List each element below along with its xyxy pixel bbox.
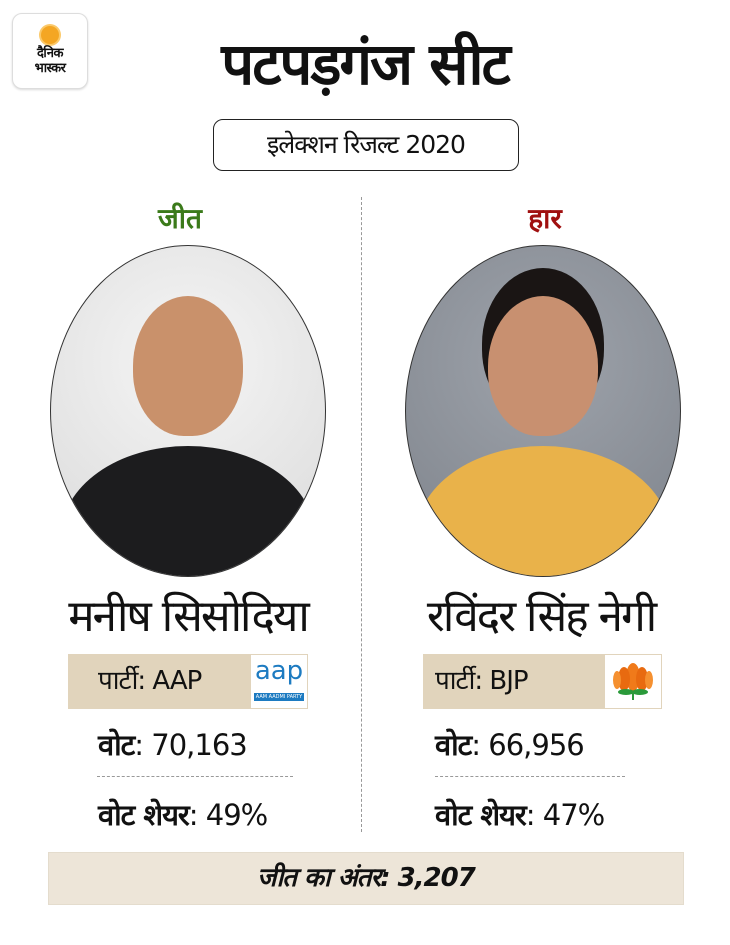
loser-shirt [416, 446, 670, 576]
logo-text-line1: दैनिक [37, 46, 63, 61]
loser-name: रविंदर सिंह नेगी [426, 591, 657, 642]
logo-text-line2: भास्कर [34, 61, 66, 76]
loser-party-box: पार्टी: BJP [423, 654, 662, 709]
dainik-bhaskar-logo: दैनिक भास्कर [12, 13, 88, 89]
loser-votes: वोट: 66,956 [435, 725, 585, 764]
share-label: वोट शेयर [98, 798, 190, 832]
aap-logo: aap AAM AADMI PARTY [250, 654, 308, 709]
share-value: : 49% [188, 798, 268, 832]
victory-margin: जीत का अंतर: 3,207 [48, 852, 684, 905]
lotus-icon [604, 654, 662, 709]
winner-shirt [61, 446, 315, 576]
winner-name: मनीष सिसोदिया [68, 591, 310, 642]
share-value: : 47% [525, 798, 605, 832]
row-separator [97, 776, 293, 777]
loser-party-label: पार्टी: BJP [435, 666, 529, 696]
winner-votes: वोट: 70,163 [98, 725, 248, 764]
loser-column: हार रविंदर सिंह नेगी पार्टी: BJP वोट: 66… [365, 0, 725, 945]
subtitle-badge: इलेक्शन रिजल्ट 2020 [213, 119, 519, 171]
votes-label: वोट [435, 728, 472, 762]
winner-column: जीत मनीष सिसोदिया पार्टी: AAP aap AAM AA… [0, 0, 360, 945]
votes-label: वोट [98, 728, 135, 762]
winner-party-label: पार्टी: AAP [98, 666, 202, 696]
sun-icon [41, 26, 59, 44]
votes-value: : 66,956 [471, 728, 584, 762]
aap-logo-text: aap [254, 656, 304, 686]
winner-photo [50, 245, 326, 577]
win-status: जीत [158, 202, 202, 235]
loser-photo [405, 245, 681, 577]
winner-vote-share: वोट शेयर: 49% [98, 795, 268, 834]
row-separator [435, 776, 625, 777]
votes-value: : 70,163 [134, 728, 247, 762]
share-label: वोट शेयर [435, 798, 527, 832]
loser-face [488, 296, 598, 436]
loss-status: हार [528, 202, 562, 235]
winner-face [133, 296, 243, 436]
aap-logo-subtext: AAM AADMI PARTY [254, 693, 304, 701]
column-divider [361, 197, 362, 832]
winner-party-box: पार्टी: AAP aap AAM AADMI PARTY [68, 654, 308, 709]
loser-vote-share: वोट शेयर: 47% [435, 795, 605, 834]
page-title: पटपड़गंज सीट [221, 30, 511, 98]
